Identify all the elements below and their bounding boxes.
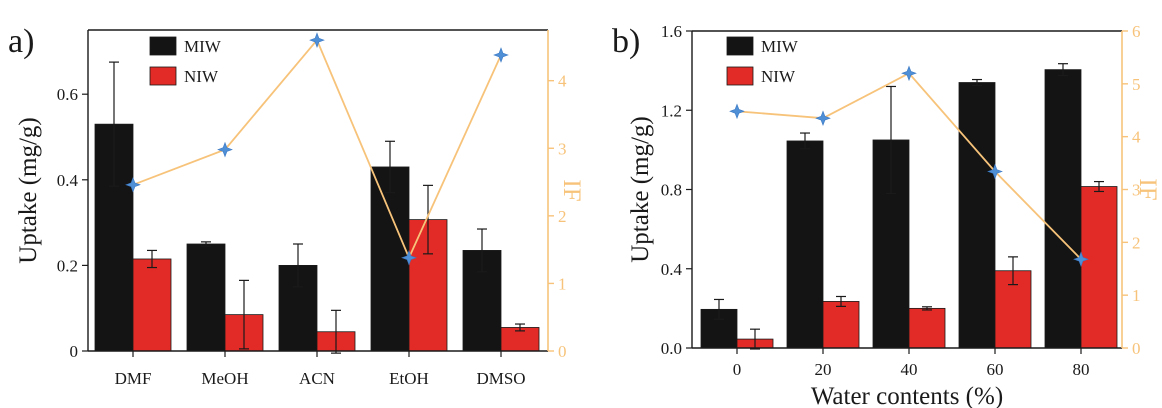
ef-marker xyxy=(901,65,917,82)
ef-marker xyxy=(729,103,745,120)
panel-label: a) xyxy=(8,23,34,60)
miw-bar xyxy=(1044,69,1082,349)
x-tick-label: DMSO xyxy=(476,369,525,388)
y-tick-label: 0.0 xyxy=(661,339,682,358)
y2-tick-label: 4 xyxy=(1132,128,1141,147)
niw-bar xyxy=(1080,186,1118,349)
y2-tick-label: 3 xyxy=(558,139,567,158)
legend-swatch xyxy=(149,36,177,56)
y2-tick-label: 4 xyxy=(558,72,567,91)
ef-marker xyxy=(1073,251,1089,268)
x-tick-label: 40 xyxy=(901,360,918,379)
y2-axis-title: IF xyxy=(558,179,585,201)
y2-tick-label: 2 xyxy=(1132,233,1141,252)
legend-label: NIW xyxy=(184,67,219,86)
legend-swatch xyxy=(726,66,754,86)
ef-marker xyxy=(309,32,325,48)
x-tick-label: MeOH xyxy=(201,369,248,388)
miw-bar xyxy=(786,140,824,349)
niw-bar xyxy=(822,301,860,349)
ef-marker xyxy=(987,163,1003,180)
x-tick-label: EtOH xyxy=(389,369,429,388)
y2-tick-label: 1 xyxy=(558,274,567,293)
ef-marker xyxy=(815,110,831,127)
y-axis-title: Uptake (mg/g) xyxy=(15,117,42,263)
y2-tick-label: 0 xyxy=(1132,339,1141,358)
x-tick-label: ACN xyxy=(299,369,335,388)
miw-bar xyxy=(958,82,996,349)
y2-tick-label: 2 xyxy=(558,207,567,226)
y-tick-label: 0.2 xyxy=(57,256,78,275)
legend-swatch xyxy=(726,36,754,56)
x-tick-label: 60 xyxy=(987,360,1004,379)
panel-a: a) DMF MeOH ACN EtOH DMSO 0 0.2 0.4 0.6 0 1 2 3 4 Uptak… xyxy=(8,23,585,388)
y-tick-label: 0.6 xyxy=(57,85,78,104)
ef-marker xyxy=(493,47,509,63)
y-axis-title: Uptake (mg/g) xyxy=(627,116,654,262)
x-tick-label: DMF xyxy=(115,369,152,388)
y2-axis-title: IF xyxy=(1134,178,1161,200)
y2-tick-label: 0 xyxy=(558,342,567,361)
y-tick-label: 0.4 xyxy=(57,171,79,190)
y-tick-label: 1.6 xyxy=(661,22,682,41)
niw-bar xyxy=(908,307,946,349)
y-tick-label: 0.8 xyxy=(661,181,682,200)
panel-b: b) 0 20 40 60 80 0.0 0.4 0.8 1.2 1.6 0 1 2 3 4 5 6 Uptake … xyxy=(612,22,1161,408)
x-tick-label: 0 xyxy=(733,360,742,379)
legend-label: MIW xyxy=(761,37,799,56)
y-tick-label: 0.4 xyxy=(661,260,683,279)
niw-bar xyxy=(132,258,172,352)
panel-label: b) xyxy=(612,23,640,60)
x-tick-label: 20 xyxy=(815,360,832,379)
y-tick-label: 0 xyxy=(70,342,79,361)
y-tick-label: 1.2 xyxy=(661,101,682,120)
legend-label: MIW xyxy=(184,37,222,56)
ef-marker xyxy=(401,249,417,266)
miw-bar xyxy=(186,243,226,352)
x-tick-label: 80 xyxy=(1073,360,1090,379)
y2-tick-label: 3 xyxy=(1132,181,1141,200)
y2-tick-label: 5 xyxy=(1132,75,1141,94)
legend-swatch xyxy=(149,66,177,86)
x-axis-title: Water contents (%) xyxy=(811,383,1003,408)
legend-label: NIW xyxy=(761,67,796,86)
y2-tick-label: 1 xyxy=(1132,286,1141,305)
ef-marker xyxy=(217,141,233,158)
ef-marker xyxy=(125,176,141,193)
y2-tick-label: 6 xyxy=(1132,22,1141,41)
miw-bar xyxy=(370,166,410,352)
